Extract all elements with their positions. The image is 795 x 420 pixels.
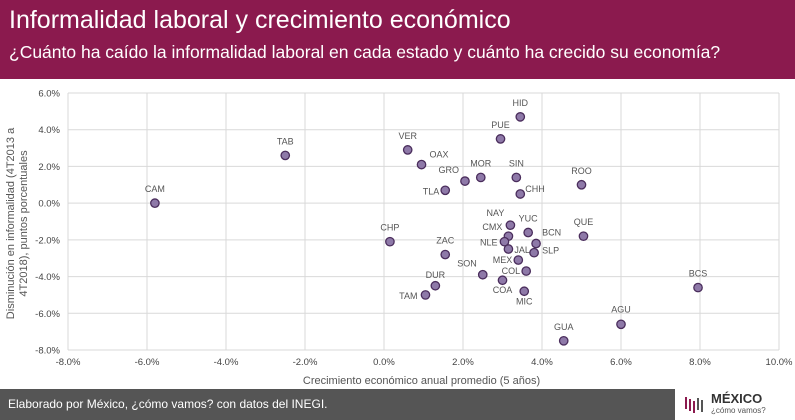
- grid-lines: [67, 92, 780, 351]
- point-label-gro: GRO: [438, 165, 459, 175]
- point-roo: [576, 179, 587, 190]
- point-label-dur: DUR: [426, 270, 446, 280]
- point-ver: [402, 145, 413, 155]
- logo-subtext: ¿cómo vamos?: [711, 406, 766, 415]
- point-label-son: SON: [457, 259, 477, 269]
- y-tick-label: 4.0%: [38, 125, 60, 136]
- point-mor: [475, 172, 486, 183]
- point-agu: [616, 319, 626, 330]
- logo: MÉXICO ¿cómo vamos?: [675, 389, 795, 420]
- x-axis-title: Crecimiento económico anual promedio (5 …: [303, 375, 540, 387]
- point-nle: [499, 236, 510, 247]
- y-tick-label: -8.0%: [35, 346, 60, 357]
- scatter-chart: 6.0% 4.0% 2.0% 0.0% -2.0% -4.0% -6.0% -8.0%-8.0…: [5, 89, 793, 388]
- x-tick-label: 6.0%: [610, 357, 632, 368]
- point-label-que: QUE: [574, 217, 594, 227]
- x-tick-label: -2.0%: [293, 357, 318, 368]
- y-axis-title: Disminución en informalidad (4T2013 a 4T2…: [5, 127, 30, 319]
- point-pue: [495, 134, 506, 144]
- point-label-mex: MEX: [493, 255, 513, 265]
- y-tick-label: 2.0%: [38, 162, 60, 173]
- y-tick-label: -2.0%: [35, 235, 60, 246]
- point-label-zac: ZAC: [436, 236, 455, 246]
- data-points: [150, 112, 703, 346]
- footer-bar: Elaborado por México, ¿cómo vamos? con d…: [0, 389, 795, 420]
- point-gua: [558, 335, 569, 346]
- y-tick-label: 6.0%: [38, 89, 60, 100]
- point-label-agu: AGU: [611, 304, 631, 314]
- point-oax: [416, 159, 427, 170]
- point-tab: [280, 150, 291, 161]
- point-col: [521, 266, 532, 276]
- point-label-hid: HID: [513, 98, 529, 108]
- point-yuc: [523, 227, 534, 238]
- point-que: [578, 231, 589, 242]
- y-axis-title-line: 4T2018), puntos porcentuales: [18, 150, 30, 297]
- point-mex: [513, 255, 524, 265]
- point-label-coa: COA: [493, 285, 513, 295]
- point-label-sin: SIN: [509, 158, 524, 168]
- point-bcs: [693, 282, 703, 293]
- point-chp: [385, 236, 395, 247]
- header-banner: Informalidad laboral y crecimiento econó…: [0, 0, 795, 79]
- point-label-bcn: BCN: [542, 228, 561, 238]
- point-label-tam: TAM: [399, 291, 417, 301]
- point-label-mor: MOR: [470, 158, 491, 168]
- point-label-jal: JAL: [514, 245, 530, 255]
- point-slp: [529, 247, 539, 258]
- x-tick-label: 2.0%: [452, 357, 474, 368]
- point-label-mic: MIC: [516, 296, 533, 306]
- y-tick-label: 0.0%: [38, 199, 60, 210]
- axis-ticks: 6.0% 4.0% 2.0% 0.0% -2.0% -4.0% -6.0% -8.0%-8.0…: [35, 89, 793, 369]
- point-label-cmx: CMX: [482, 222, 502, 232]
- logo-text: MÉXICO: [711, 391, 763, 406]
- x-tick-label: -4.0%: [214, 357, 239, 368]
- point-label-chh: CHH: [525, 184, 545, 194]
- point-label-slp: SLP: [542, 246, 559, 256]
- x-tick-label: 10.0%: [766, 357, 793, 368]
- logo-mark-icon: [685, 397, 703, 413]
- point-bcn: [531, 238, 541, 249]
- point-label-oax: OAX: [430, 150, 449, 160]
- point-hid: [515, 112, 526, 122]
- point-label-roo: ROO: [571, 166, 592, 176]
- point-mic: [519, 286, 530, 297]
- point-cam: [150, 198, 160, 208]
- point-label-yuc: YUC: [519, 214, 539, 224]
- point-gro: [460, 176, 470, 186]
- point-label-nle: NLE: [480, 238, 498, 248]
- x-tick-label: 4.0%: [531, 357, 553, 368]
- point-label-chp: CHP: [380, 223, 399, 233]
- point-label-nay: NAY: [487, 208, 505, 218]
- y-tick-label: -6.0%: [35, 309, 60, 320]
- x-tick-label: -8.0%: [56, 357, 81, 368]
- point-label-gua: GUA: [554, 322, 574, 332]
- point-tla: [440, 185, 451, 196]
- point-label-col: COL: [502, 266, 521, 276]
- x-tick-label: -6.0%: [135, 357, 160, 368]
- source-note: Elaborado por México, ¿cómo vamos? con d…: [8, 397, 328, 411]
- chart-title: Informalidad laboral y crecimiento econó…: [9, 6, 511, 34]
- point-zac: [440, 249, 451, 260]
- point-jal: [503, 244, 514, 254]
- point-label-bcs: BCS: [689, 269, 708, 279]
- point-dur: [430, 280, 441, 291]
- point-label-tab: TAB: [277, 136, 294, 146]
- x-tick-label: 8.0%: [689, 357, 711, 368]
- x-tick-label: 0.0%: [373, 357, 395, 368]
- point-sin: [511, 172, 522, 183]
- point-label-ver: VER: [398, 131, 417, 141]
- point-nay: [505, 220, 516, 231]
- point-label-tla: TLA: [423, 186, 440, 196]
- chart-subtitle: ¿Cuánto ha caído la informalidad laboral…: [9, 42, 721, 62]
- point-label-pue: PUE: [491, 120, 510, 130]
- point-label-cam: CAM: [145, 184, 165, 194]
- y-axis-title-line: Disminución en informalidad (4T2013 a: [5, 127, 17, 319]
- point-son: [477, 269, 488, 280]
- point-coa: [497, 275, 508, 286]
- point-chh: [515, 189, 526, 199]
- y-tick-label: -4.0%: [35, 272, 60, 283]
- point-tam: [420, 290, 431, 300]
- point-labels: CAM TAB VER OAX GRO TLA MOR PUE HID SIN CHH ROO CHP Z…: [145, 98, 707, 332]
